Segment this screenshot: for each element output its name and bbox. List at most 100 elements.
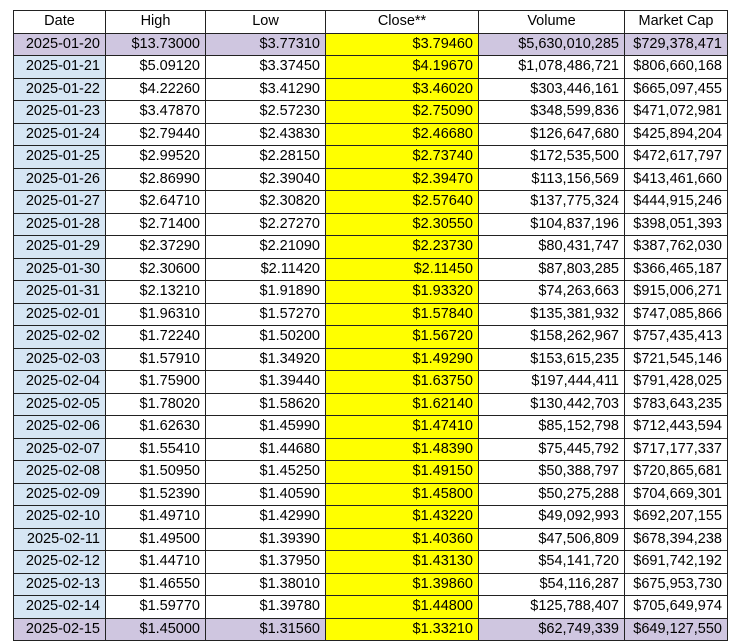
header-low: Low — [205, 10, 326, 34]
high-cell: $1.44710 — [105, 550, 206, 574]
volume-cell: $197,444,411 — [478, 370, 625, 394]
close-cell: $2.23730 — [325, 235, 479, 259]
market-cap-cell: $757,435,413 — [624, 325, 728, 349]
low-cell: $1.44680 — [205, 437, 326, 461]
date-cell: 2025-01-28 — [13, 212, 106, 236]
market-cap-cell: $705,649,974 — [624, 595, 728, 619]
date-cell: 2025-01-30 — [13, 257, 106, 281]
date-cell: 2025-01-25 — [13, 145, 106, 169]
price-history-table: Date High Low Close** Volume Market Cap … — [13, 10, 728, 641]
table-row: 2025-02-05 $1.78020 $1.58620 $1.62140 $130,4… — [13, 392, 728, 416]
table-row: 2025-02-10 $1.49710 $1.42990 $1.43220 $49,09… — [13, 505, 728, 529]
market-cap-cell: $472,617,797 — [624, 145, 728, 169]
high-cell: $2.13210 — [105, 280, 206, 304]
market-cap-cell: $791,428,025 — [624, 370, 728, 394]
date-cell: 2025-02-11 — [13, 527, 106, 551]
volume-cell: $137,775,324 — [478, 190, 625, 214]
header-close: Close** — [325, 10, 479, 34]
volume-cell: $125,788,407 — [478, 595, 625, 619]
market-cap-cell: $747,085,866 — [624, 302, 728, 326]
table-row: 2025-02-14 $1.59770 $1.39780 $1.44800 $125,7… — [13, 595, 728, 619]
table-row: 2025-02-12 $1.44710 $1.37950 $1.43130 $54,14… — [13, 550, 728, 574]
high-cell: $4.22260 — [105, 77, 206, 101]
low-cell: $1.39440 — [205, 370, 326, 394]
volume-cell: $104,837,196 — [478, 212, 625, 236]
volume-cell: $62,749,339 — [478, 617, 625, 641]
close-cell: $1.45800 — [325, 482, 479, 506]
table-row: 2025-02-09 $1.52390 $1.40590 $1.45800 $50,27… — [13, 482, 728, 506]
table-row: 2025-01-24 $2.79440 $2.43830 $2.46680 $126,6… — [13, 122, 728, 146]
close-cell: $1.93320 — [325, 280, 479, 304]
table-row: 2025-01-31 $2.13210 $1.91890 $1.93320 $74,26… — [13, 280, 728, 304]
high-cell: $1.49710 — [105, 505, 206, 529]
table-row: 2025-02-11 $1.49500 $1.39390 $1.40360 $47,50… — [13, 527, 728, 551]
market-cap-cell: $717,177,337 — [624, 437, 728, 461]
volume-cell: $1,078,486,721 — [478, 55, 625, 79]
high-cell: $1.55410 — [105, 437, 206, 461]
close-cell: $1.43220 — [325, 505, 479, 529]
low-cell: $1.37950 — [205, 550, 326, 574]
low-cell: $1.38010 — [205, 572, 326, 596]
high-cell: $2.99520 — [105, 145, 206, 169]
volume-cell: $172,535,500 — [478, 145, 625, 169]
header-high: High — [105, 10, 206, 34]
close-cell: $2.57640 — [325, 190, 479, 214]
low-cell: $2.57230 — [205, 100, 326, 124]
close-cell: $1.33210 — [325, 617, 479, 641]
close-cell: $1.49150 — [325, 460, 479, 484]
table-row: 2025-02-15 $1.45000 $1.31560 $1.33210 $62,74… — [13, 617, 728, 641]
high-cell: $2.71400 — [105, 212, 206, 236]
table-row: 2025-01-22 $4.22260 $3.41290 $3.46020 $303,4… — [13, 77, 728, 101]
table-row: 2025-02-04 $1.75900 $1.39440 $1.63750 $197,4… — [13, 370, 728, 394]
low-cell: $1.45990 — [205, 415, 326, 439]
close-cell: $1.43130 — [325, 550, 479, 574]
high-cell: $2.30600 — [105, 257, 206, 281]
market-cap-cell: $678,394,238 — [624, 527, 728, 551]
close-cell: $1.62140 — [325, 392, 479, 416]
low-cell: $1.50200 — [205, 325, 326, 349]
high-cell: $2.64710 — [105, 190, 206, 214]
date-cell: 2025-02-08 — [13, 460, 106, 484]
low-cell: $1.45250 — [205, 460, 326, 484]
market-cap-cell: $649,127,550 — [624, 617, 728, 641]
header-date: Date — [13, 10, 106, 34]
volume-cell: $153,615,235 — [478, 347, 625, 371]
low-cell: $2.21090 — [205, 235, 326, 259]
market-cap-cell: $729,378,471 — [624, 32, 728, 56]
high-cell: $1.45000 — [105, 617, 206, 641]
volume-cell: $87,803,285 — [478, 257, 625, 281]
volume-cell: $303,446,161 — [478, 77, 625, 101]
low-cell: $3.37450 — [205, 55, 326, 79]
high-cell: $1.49500 — [105, 527, 206, 551]
low-cell: $1.91890 — [205, 280, 326, 304]
table-row: 2025-01-20 $13.73000 $3.77310 $3.79460 $5,63… — [13, 32, 728, 56]
table-row: 2025-02-06 $1.62630 $1.45990 $1.47410 $85,15… — [13, 415, 728, 439]
high-cell: $3.47870 — [105, 100, 206, 124]
volume-cell: $5,630,010,285 — [478, 32, 625, 56]
low-cell: $2.39040 — [205, 167, 326, 191]
volume-cell: $158,262,967 — [478, 325, 625, 349]
close-cell: $1.63750 — [325, 370, 479, 394]
close-cell: $3.46020 — [325, 77, 479, 101]
close-cell: $1.40360 — [325, 527, 479, 551]
volume-cell: $85,152,798 — [478, 415, 625, 439]
date-cell: 2025-01-21 — [13, 55, 106, 79]
close-cell: $2.73740 — [325, 145, 479, 169]
date-cell: 2025-02-05 — [13, 392, 106, 416]
date-cell: 2025-01-27 — [13, 190, 106, 214]
table-row: 2025-01-25 $2.99520 $2.28150 $2.73740 $172,5… — [13, 145, 728, 169]
volume-cell: $54,141,720 — [478, 550, 625, 574]
high-cell: $1.96310 — [105, 302, 206, 326]
close-cell: $2.11450 — [325, 257, 479, 281]
close-cell: $2.46680 — [325, 122, 479, 146]
close-cell: $1.48390 — [325, 437, 479, 461]
date-cell: 2025-02-03 — [13, 347, 106, 371]
volume-cell: $47,506,809 — [478, 527, 625, 551]
low-cell: $1.40590 — [205, 482, 326, 506]
close-cell: $3.79460 — [325, 32, 479, 56]
volume-cell: $50,275,288 — [478, 482, 625, 506]
table-row: 2025-01-28 $2.71400 $2.27270 $2.30550 $104,8… — [13, 212, 728, 236]
high-cell: $1.75900 — [105, 370, 206, 394]
close-cell: $1.57840 — [325, 302, 479, 326]
volume-cell: $80,431,747 — [478, 235, 625, 259]
